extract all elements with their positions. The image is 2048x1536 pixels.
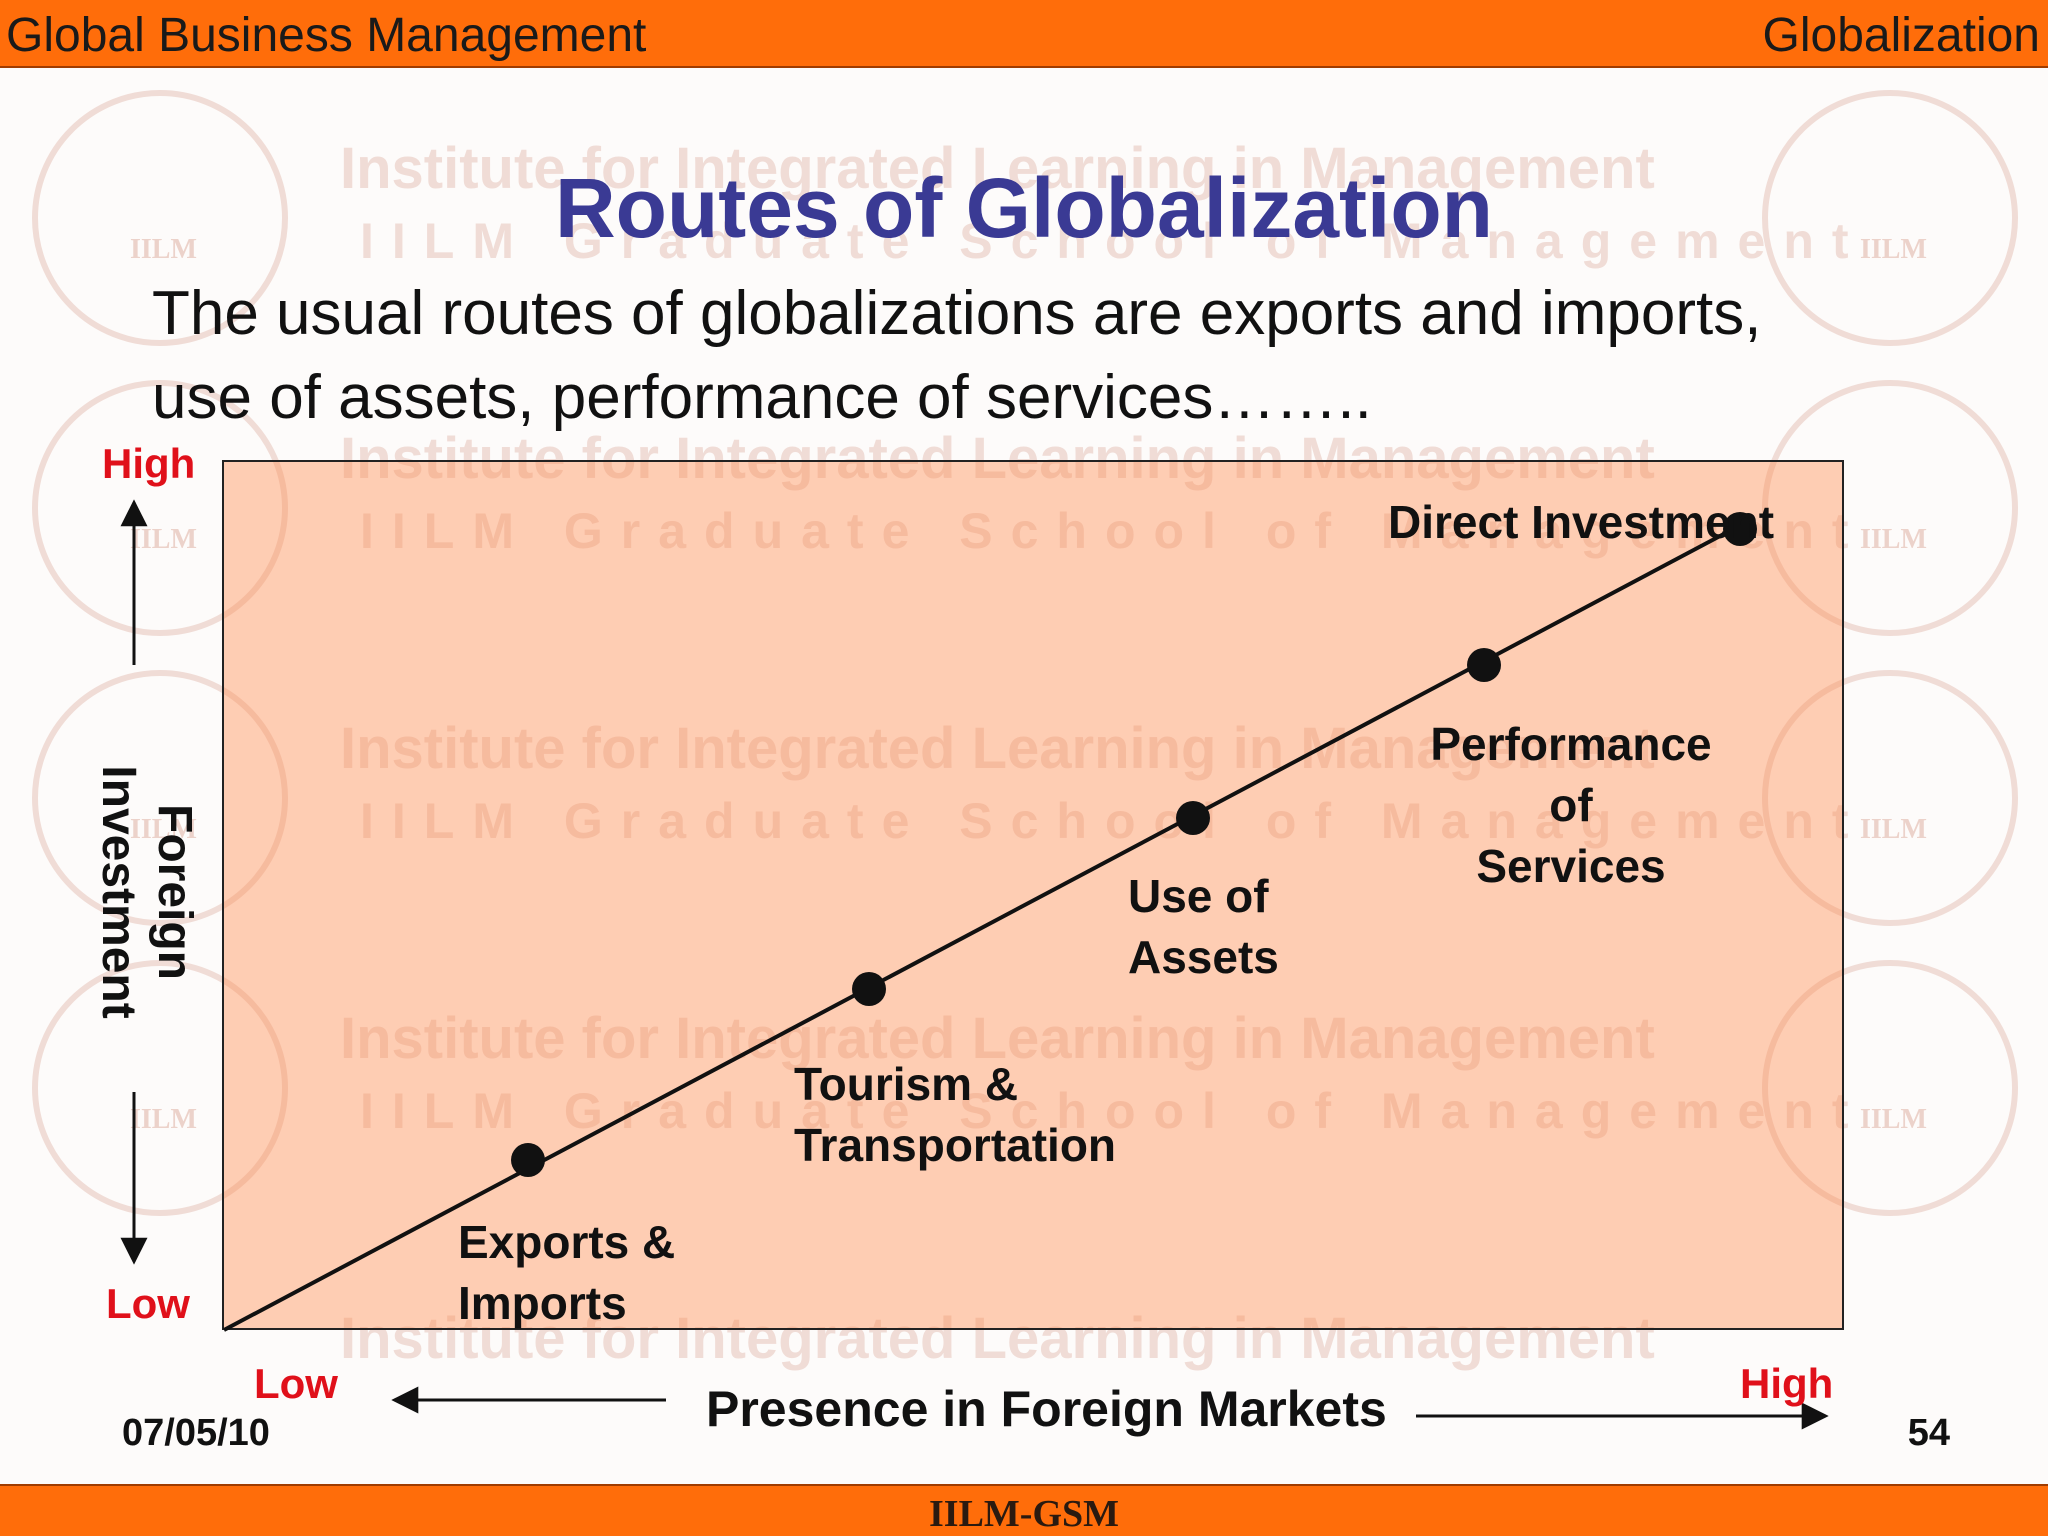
route-point <box>1176 801 1210 835</box>
intro-line: use of assets, performance of services……… <box>152 363 1372 432</box>
route-label-direct-investment: Direct Investment <box>1388 492 1774 553</box>
route-point <box>1467 648 1501 682</box>
route-label-assets: Use of Assets <box>1128 866 1279 988</box>
axis-title-line: Investment <box>92 765 145 1019</box>
label-line: Services <box>1476 840 1666 892</box>
x-axis-title: Presence in Foreign Markets <box>706 1381 1387 1437</box>
route-label-exports: Exports & Imports <box>458 1212 675 1334</box>
intro-text: The usual routes of globalizations are e… <box>152 272 1952 440</box>
x-axis-high: High <box>1740 1360 1834 1407</box>
trend-line <box>223 516 1755 1332</box>
y-axis-title: Foreign Investment <box>72 752 202 1032</box>
label-line: Assets <box>1128 931 1279 983</box>
route-label-tourism: Tourism & Transportation <box>794 1054 1116 1176</box>
plot-area <box>222 460 1844 1330</box>
course-title: Global Business Management <box>6 9 647 62</box>
y-axis-high: High <box>102 440 196 487</box>
label-line: Transportation <box>794 1119 1117 1171</box>
slide-number: 54 <box>1907 1412 1950 1454</box>
institution-name: IILM-GSM <box>929 1493 1119 1535</box>
label-line: Imports <box>458 1277 627 1329</box>
x-axis-low: Low <box>254 1360 338 1407</box>
header-bar: Global Business Management Globalization <box>0 0 2048 68</box>
axis-title-line: Foreign <box>148 804 201 980</box>
section-title: Globalization <box>1762 9 2041 62</box>
route-point <box>511 1143 545 1177</box>
slide-title: Routes of Globalization <box>555 161 1493 255</box>
route-point <box>852 972 886 1006</box>
route-label-services: Performance of Services <box>1412 714 1730 897</box>
route-point <box>1723 512 1757 546</box>
label-line: Use of <box>1128 870 1269 922</box>
label-line: Exports & <box>458 1216 676 1268</box>
label-line: Performance <box>1430 718 1712 770</box>
footer-bar: IILM-GSM <box>0 1484 2048 1536</box>
label-line: Direct Investment <box>1388 496 1775 548</box>
intro-line: The usual routes of globalizations are e… <box>152 279 1762 348</box>
label-line: of <box>1549 779 1593 831</box>
slide-date: 07/05/10 <box>122 1412 270 1454</box>
y-axis-low: Low <box>106 1280 190 1327</box>
label-line: Tourism & <box>794 1058 1019 1110</box>
